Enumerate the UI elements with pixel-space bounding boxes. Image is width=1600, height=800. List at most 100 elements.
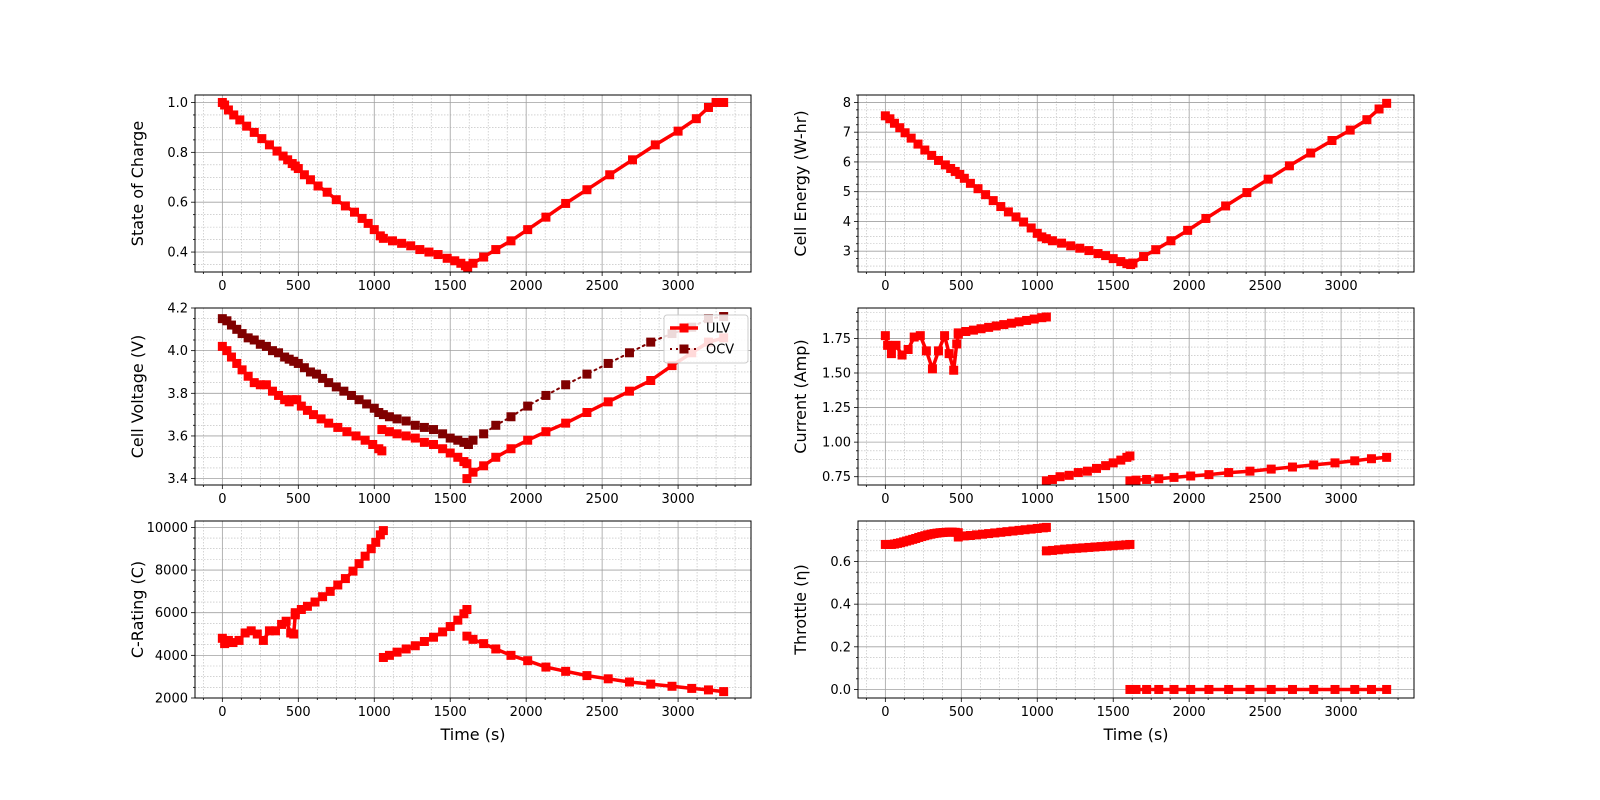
y-tick-label: 4.0 — [167, 344, 188, 359]
legend-label: OCV — [706, 343, 734, 358]
y-tick-label: 1.50 — [822, 366, 851, 381]
x-tick-label: 3000 — [662, 705, 695, 720]
data-point — [410, 641, 420, 651]
data-point — [392, 414, 402, 424]
data-point — [217, 341, 227, 351]
data-point — [479, 461, 489, 471]
x-tick-label: 2500 — [1249, 492, 1282, 507]
data-point — [324, 378, 334, 388]
data-point — [561, 418, 571, 428]
data-point — [1003, 207, 1013, 217]
data-point — [226, 320, 236, 330]
data-point — [346, 390, 356, 400]
data-point — [968, 325, 978, 335]
data-point — [1287, 462, 1297, 472]
x-tick-label: 0 — [218, 705, 226, 720]
data-point — [237, 329, 247, 339]
data-point — [920, 145, 930, 155]
grid — [854, 94, 1414, 276]
data-point — [339, 386, 349, 396]
data-point — [913, 139, 923, 149]
data-point — [217, 314, 227, 324]
data-point — [384, 427, 394, 437]
data-point — [1345, 125, 1355, 135]
data-point — [419, 636, 429, 646]
y-tick-label: 3.6 — [167, 429, 188, 444]
data-point — [506, 236, 516, 246]
data-point — [1002, 527, 1012, 537]
data-point — [1108, 458, 1118, 468]
data-point — [955, 169, 965, 179]
y-tick-label: 6 — [843, 155, 851, 170]
x-tick-label: 3000 — [1325, 492, 1358, 507]
data-point — [903, 344, 913, 354]
data-point — [1047, 236, 1057, 246]
data-point — [429, 632, 439, 642]
data-point — [582, 407, 592, 417]
data-point — [222, 346, 232, 356]
data-point — [646, 376, 656, 386]
data-point — [371, 537, 381, 547]
y-tick-label: 4 — [843, 215, 851, 230]
data-point — [965, 178, 975, 188]
y-tick-label: 0.6 — [167, 196, 188, 211]
plot-area — [217, 526, 729, 697]
data-point — [999, 320, 1009, 330]
x-tick-label: 1500 — [1097, 705, 1130, 720]
data-point — [506, 444, 516, 454]
y-tick-label: 4000 — [155, 649, 188, 664]
axes-frame — [194, 94, 752, 273]
data-point — [978, 529, 988, 539]
data-point — [603, 358, 613, 368]
data-point — [419, 422, 429, 432]
data-point — [280, 395, 290, 405]
data-point — [369, 225, 379, 235]
data-point — [308, 410, 318, 420]
data-point — [981, 190, 991, 200]
data-point — [605, 170, 615, 180]
data-point — [1096, 542, 1106, 552]
subplot-crating: 0 500 1000 1500 2000 2500 3000 2000 4000 6000 8000… — [128, 520, 752, 744]
data-point — [1064, 470, 1074, 480]
data-point — [479, 429, 489, 439]
data-point — [360, 551, 370, 561]
data-point — [1116, 257, 1126, 267]
data-point — [283, 155, 293, 165]
data-point — [292, 395, 302, 405]
data-point — [1090, 542, 1100, 552]
data-point — [1041, 546, 1051, 556]
data-point — [438, 444, 448, 454]
data-point — [1037, 313, 1047, 323]
data-point — [401, 644, 411, 654]
series-0 — [880, 98, 1392, 270]
x-tick-label: 1000 — [1021, 492, 1054, 507]
x-tick-label: 1500 — [1097, 492, 1130, 507]
data-point — [1116, 455, 1126, 465]
data-point — [220, 100, 230, 110]
y-axis-label: Current (Amp) — [791, 339, 810, 453]
data-point — [384, 650, 394, 660]
data-point — [541, 212, 551, 222]
data-point — [624, 677, 634, 687]
data-point — [302, 405, 312, 415]
data-point — [1169, 684, 1179, 694]
data-point — [1201, 213, 1211, 223]
grid — [854, 308, 1414, 489]
data-point — [287, 395, 297, 405]
data-point — [541, 390, 551, 400]
x-tick-label: 2500 — [1249, 705, 1282, 720]
y-tick-label: 0.8 — [167, 146, 188, 161]
data-point — [1142, 474, 1152, 484]
data-point — [541, 427, 551, 437]
x-tick-label: 1500 — [1097, 279, 1130, 294]
data-point — [1008, 526, 1018, 536]
y-tick-label: 3.4 — [167, 472, 188, 487]
data-point — [318, 592, 328, 602]
data-point — [378, 233, 388, 243]
data-point — [915, 331, 925, 341]
y-tick-label: 1.25 — [822, 401, 851, 416]
data-point — [249, 378, 259, 388]
series-0 — [880, 312, 1392, 485]
data-point — [267, 346, 277, 356]
axes-frame — [857, 307, 1415, 486]
